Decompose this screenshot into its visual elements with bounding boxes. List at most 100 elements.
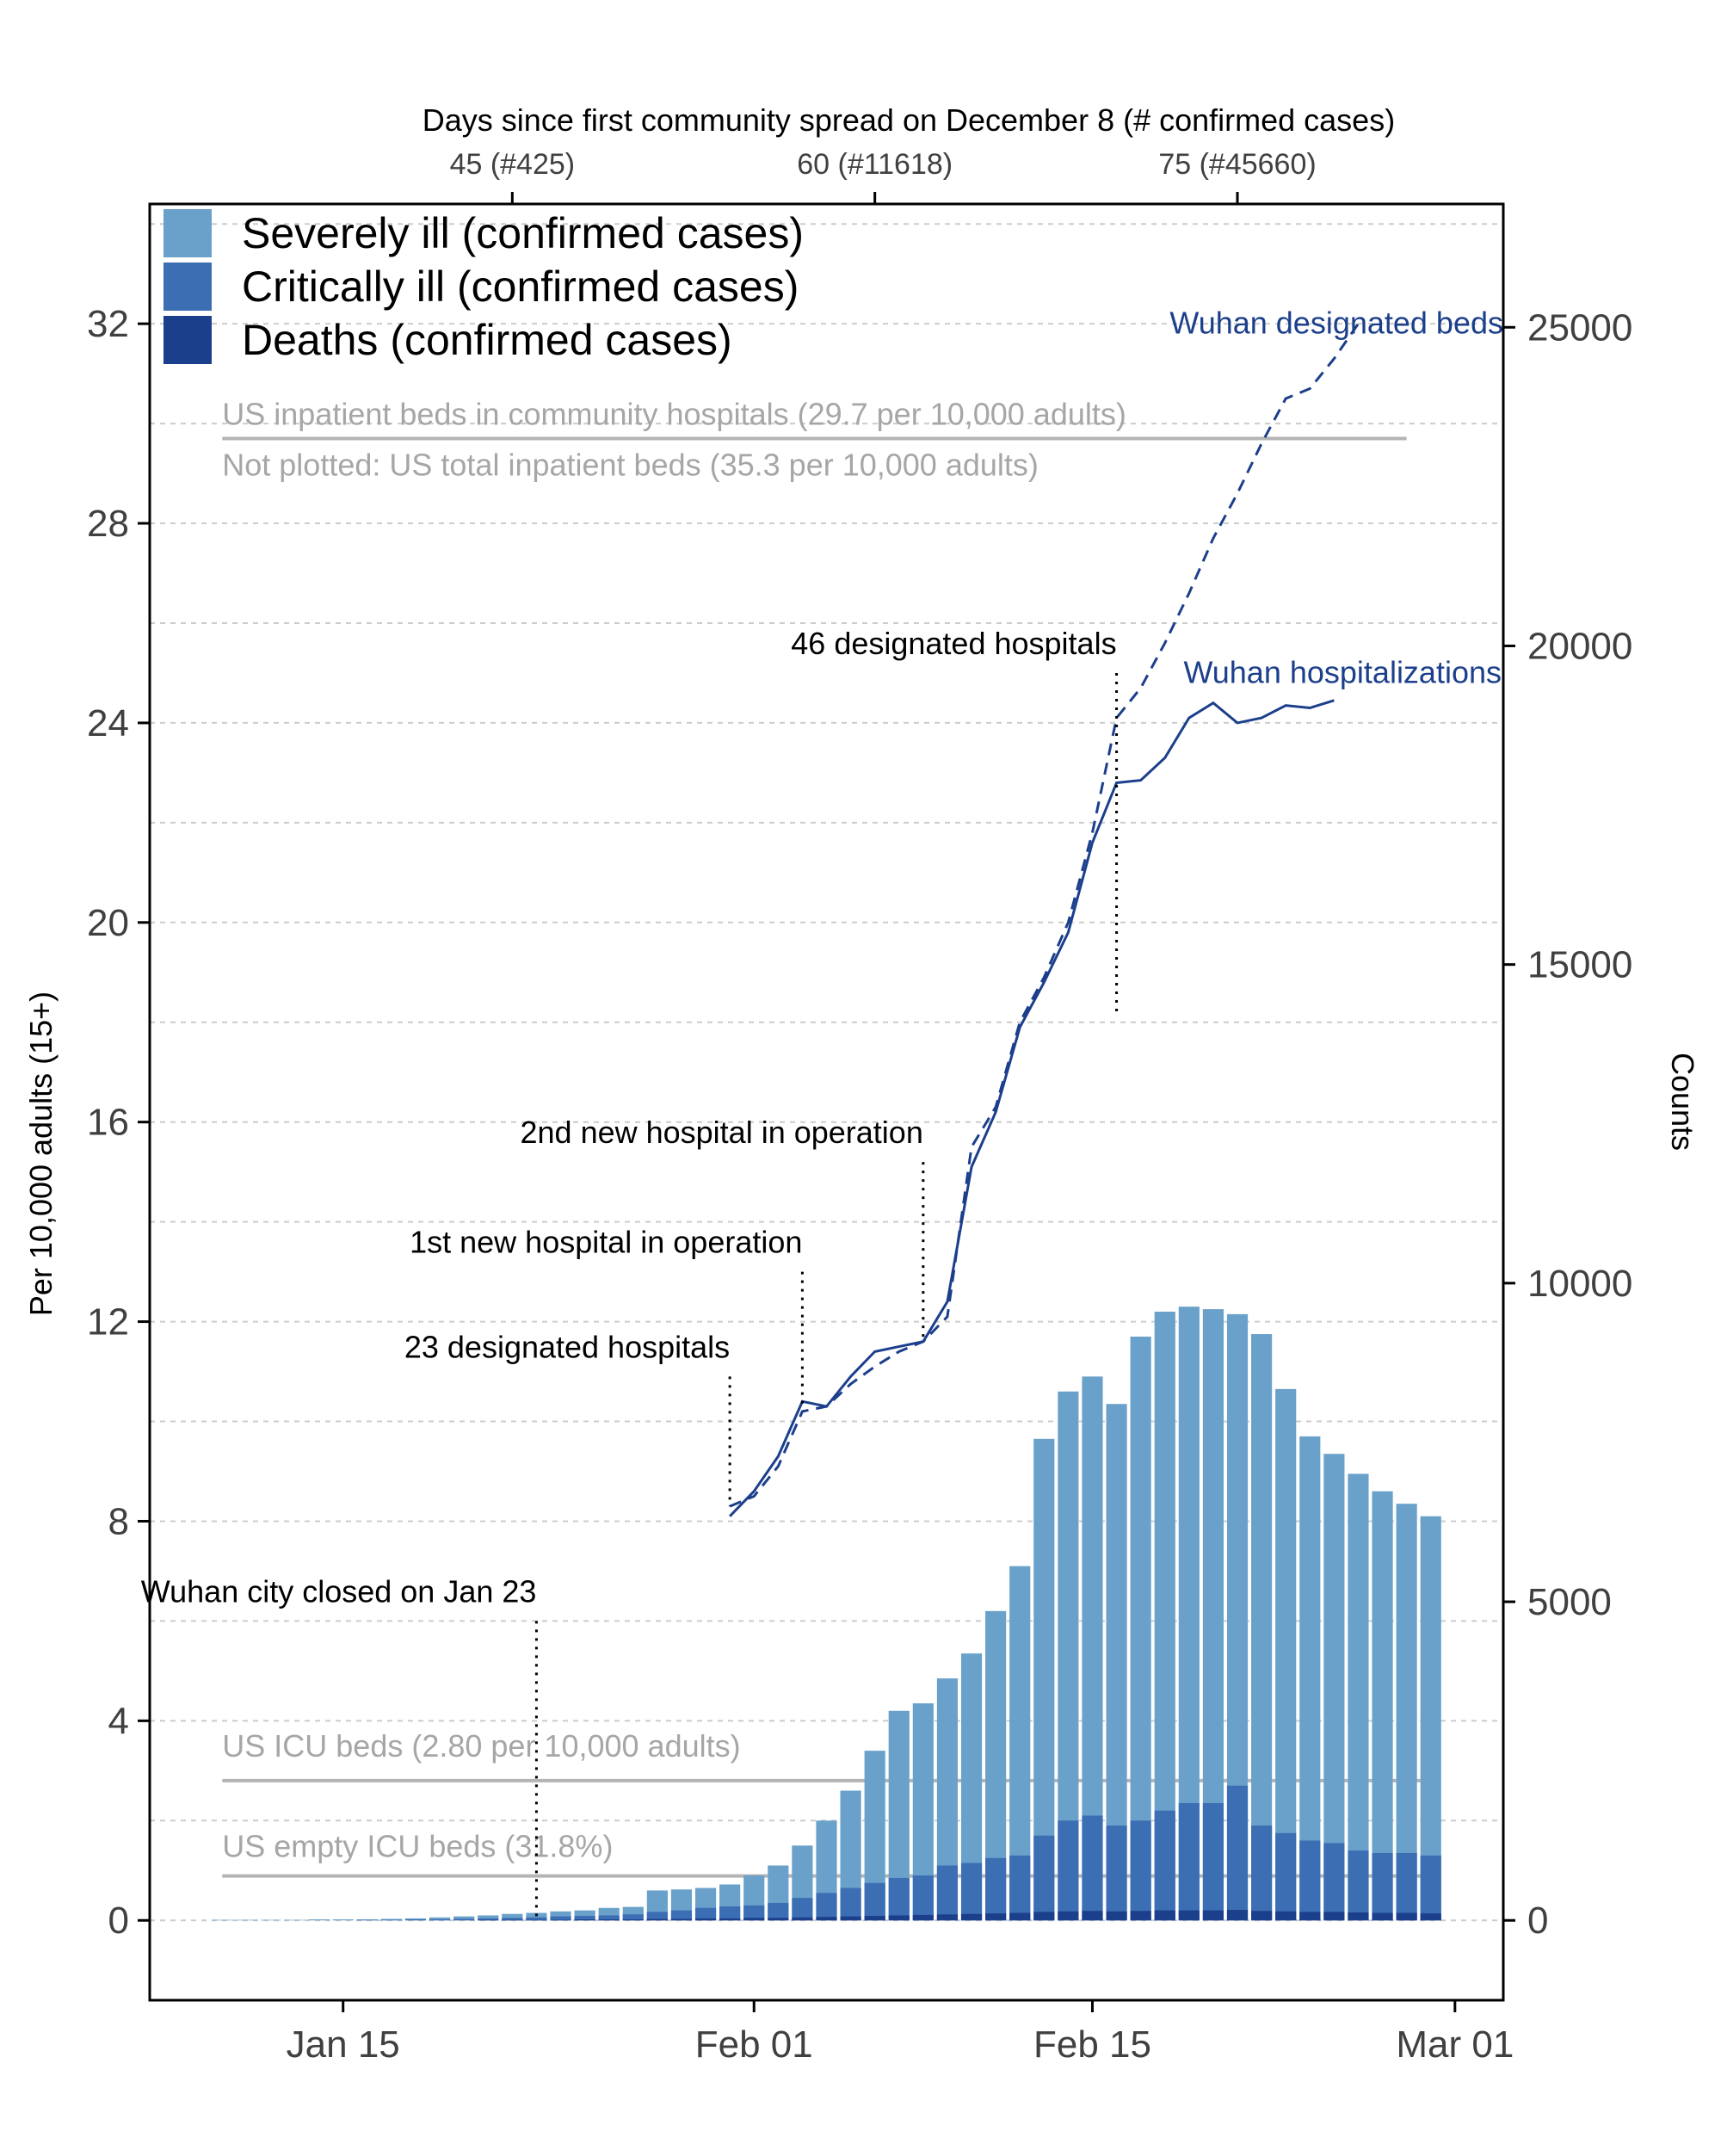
bar-critically-ill xyxy=(1348,1850,1368,1920)
right-tick-label: 10000 xyxy=(1527,1263,1632,1305)
bar-critically-ill xyxy=(961,1863,982,1921)
bar-deaths xyxy=(1323,1912,1344,1920)
bar-critically-ill xyxy=(1179,1803,1200,1920)
bar-critically-ill xyxy=(719,1906,740,1920)
bar-severely-ill xyxy=(284,1920,305,1921)
bar-critically-ill xyxy=(1155,1811,1175,1921)
legend-swatch xyxy=(163,316,212,364)
bar-critically-ill xyxy=(550,1917,571,1921)
bar-critically-ill xyxy=(792,1898,812,1920)
bar-deaths xyxy=(478,1920,498,1921)
bar-critically-ill xyxy=(429,1919,450,1920)
right-tick-label: 0 xyxy=(1527,1900,1548,1942)
bar-deaths xyxy=(913,1915,934,1920)
bar-critically-ill xyxy=(937,1865,958,1920)
bar-deaths xyxy=(1348,1912,1368,1920)
not-plotted-note: Not plotted: US total inpatient beds (35… xyxy=(222,447,1039,482)
bottom-tick-label: Mar 01 xyxy=(1396,2023,1514,2066)
bar-deaths xyxy=(1131,1911,1151,1920)
bar-deaths xyxy=(1227,1910,1248,1920)
bar-deaths xyxy=(1082,1911,1102,1920)
bar-critically-ill xyxy=(1106,1825,1126,1920)
bar-critically-ill xyxy=(816,1893,836,1920)
legend-swatch xyxy=(163,263,212,311)
bottom-tick-label: Jan 15 xyxy=(287,2023,400,2066)
bar-critically-ill xyxy=(913,1875,934,1920)
bar-deaths xyxy=(743,1918,764,1920)
bar-critically-ill xyxy=(1421,1856,1441,1920)
right-tick-label: 5000 xyxy=(1527,1581,1612,1623)
annotation-label: 1st new hospital in operation xyxy=(410,1225,802,1260)
us-empty-icu-beds-label: US empty ICU beds (31.8%) xyxy=(222,1829,613,1864)
left-axis-title: Per 10,000 adults (15+) xyxy=(23,992,59,1316)
label-wuhan-hospitalizations: Wuhan hospitalizations xyxy=(1183,655,1502,690)
bar-deaths xyxy=(1397,1913,1417,1921)
right-tick-label: 25000 xyxy=(1527,306,1632,349)
bar-critically-ill xyxy=(453,1919,474,1921)
top-tick-label: 60 (#11618) xyxy=(797,148,953,181)
bar-critically-ill xyxy=(1251,1825,1272,1920)
bar-severely-ill xyxy=(260,1920,281,1921)
left-tick-label: 8 xyxy=(108,1500,129,1542)
bar-critically-ill xyxy=(1131,1820,1151,1920)
left-tick-label: 24 xyxy=(87,702,129,744)
bar-deaths xyxy=(526,1920,546,1921)
annotation-label: 2nd new hospital in operation xyxy=(521,1115,923,1150)
bar-severely-ill xyxy=(236,1920,256,1921)
bottom-tick-label: Feb 15 xyxy=(1033,2023,1151,2066)
legend-label: Critically ill (confirmed cases) xyxy=(242,263,799,311)
bar-critically-ill xyxy=(1275,1833,1296,1920)
label-wuhan-designated-beds: Wuhan designated beds xyxy=(1169,306,1503,341)
top-tick-label: 75 (#45660) xyxy=(1158,148,1316,181)
legend-label: Deaths (confirmed cases) xyxy=(242,316,732,364)
bar-deaths xyxy=(1106,1912,1126,1920)
top-axis-title: Days since first community spread on Dec… xyxy=(423,102,1395,138)
left-tick-label: 0 xyxy=(108,1900,129,1942)
annotation-label: 46 designated hospitals xyxy=(791,626,1116,661)
bar-critically-ill xyxy=(1033,1836,1054,1921)
annotation-label: 23 designated hospitals xyxy=(404,1329,730,1364)
right-axis-title: Counts xyxy=(1665,1053,1700,1151)
top-tick-label: 45 (#425) xyxy=(450,148,576,181)
bar-critically-ill xyxy=(381,1920,402,1921)
bar-deaths xyxy=(1251,1911,1272,1920)
legend: Severely ill (confirmed cases) Critically… xyxy=(163,209,804,364)
bar-deaths xyxy=(1299,1912,1320,1920)
left-tick-label: 4 xyxy=(108,1700,129,1742)
bar-deaths xyxy=(599,1919,620,1920)
bar-deaths xyxy=(937,1914,958,1920)
bar-critically-ill xyxy=(357,1920,378,1921)
bar-deaths xyxy=(623,1919,644,1920)
right-tick-label: 15000 xyxy=(1527,944,1632,986)
bar-critically-ill xyxy=(1299,1840,1320,1920)
bar-critically-ill xyxy=(841,1888,861,1921)
bar-deaths xyxy=(816,1917,836,1920)
bar-deaths xyxy=(1421,1913,1441,1920)
legend-label: Severely ill (confirmed cases) xyxy=(242,209,804,257)
bar-deaths xyxy=(647,1919,668,1921)
bar-critically-ill xyxy=(889,1878,910,1920)
bar-critically-ill xyxy=(405,1919,426,1920)
bar-critically-ill xyxy=(1058,1820,1078,1920)
left-tick-label: 20 xyxy=(87,902,129,944)
left-tick-label: 28 xyxy=(87,503,129,545)
bar-deaths xyxy=(1033,1912,1054,1920)
bar-critically-ill xyxy=(1397,1853,1417,1920)
bar-deaths xyxy=(961,1914,982,1921)
bar-deaths xyxy=(1203,1911,1224,1921)
bar-critically-ill xyxy=(985,1858,1006,1920)
bar-critically-ill xyxy=(768,1903,788,1920)
bar-critically-ill xyxy=(671,1911,692,1921)
bar-deaths xyxy=(1155,1911,1175,1921)
bar-deaths xyxy=(841,1917,861,1921)
bar-critically-ill xyxy=(865,1883,885,1920)
legend-swatch xyxy=(163,209,212,257)
bar-severely-ill xyxy=(333,1919,354,1920)
us-icu-beds-label: US ICU beds (2.80 per 10,000 adults) xyxy=(222,1728,740,1764)
line-series: Wuhan hospitalizations Wuhan designated b… xyxy=(730,306,1503,1517)
right-tick-label: 20000 xyxy=(1527,625,1632,667)
bar-deaths xyxy=(1372,1913,1392,1921)
bar-critically-ill xyxy=(1203,1803,1224,1920)
